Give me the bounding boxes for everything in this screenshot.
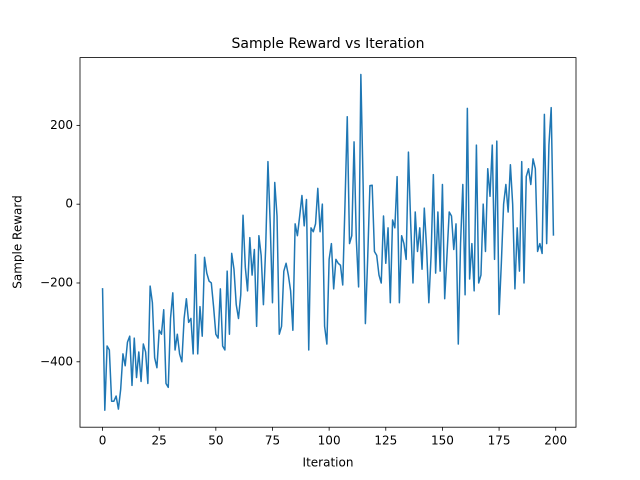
x-tick-label: 150	[431, 434, 454, 448]
x-tick-label: 200	[544, 434, 567, 448]
x-tick-label: 25	[152, 434, 167, 448]
x-tick-label: 100	[318, 434, 341, 448]
data-line	[101, 73, 555, 412]
x-tick-label: 75	[265, 434, 280, 448]
x-axis-label: Iteration	[303, 456, 354, 470]
x-tick-label: 0	[99, 434, 107, 448]
x-tick-label: 50	[208, 434, 223, 448]
y-tick-label: −200	[40, 275, 73, 289]
y-tick-label: 200	[50, 118, 73, 132]
chart-title: Sample Reward vs Iteration	[232, 36, 425, 52]
y-tick-label: 0	[65, 197, 73, 211]
axes-frame	[79, 57, 577, 428]
y-tick-label: −400	[40, 354, 73, 368]
y-axis-label: Sample Reward	[11, 195, 25, 289]
x-tick-label: 125	[374, 434, 397, 448]
x-tick-label: 175	[488, 434, 511, 448]
